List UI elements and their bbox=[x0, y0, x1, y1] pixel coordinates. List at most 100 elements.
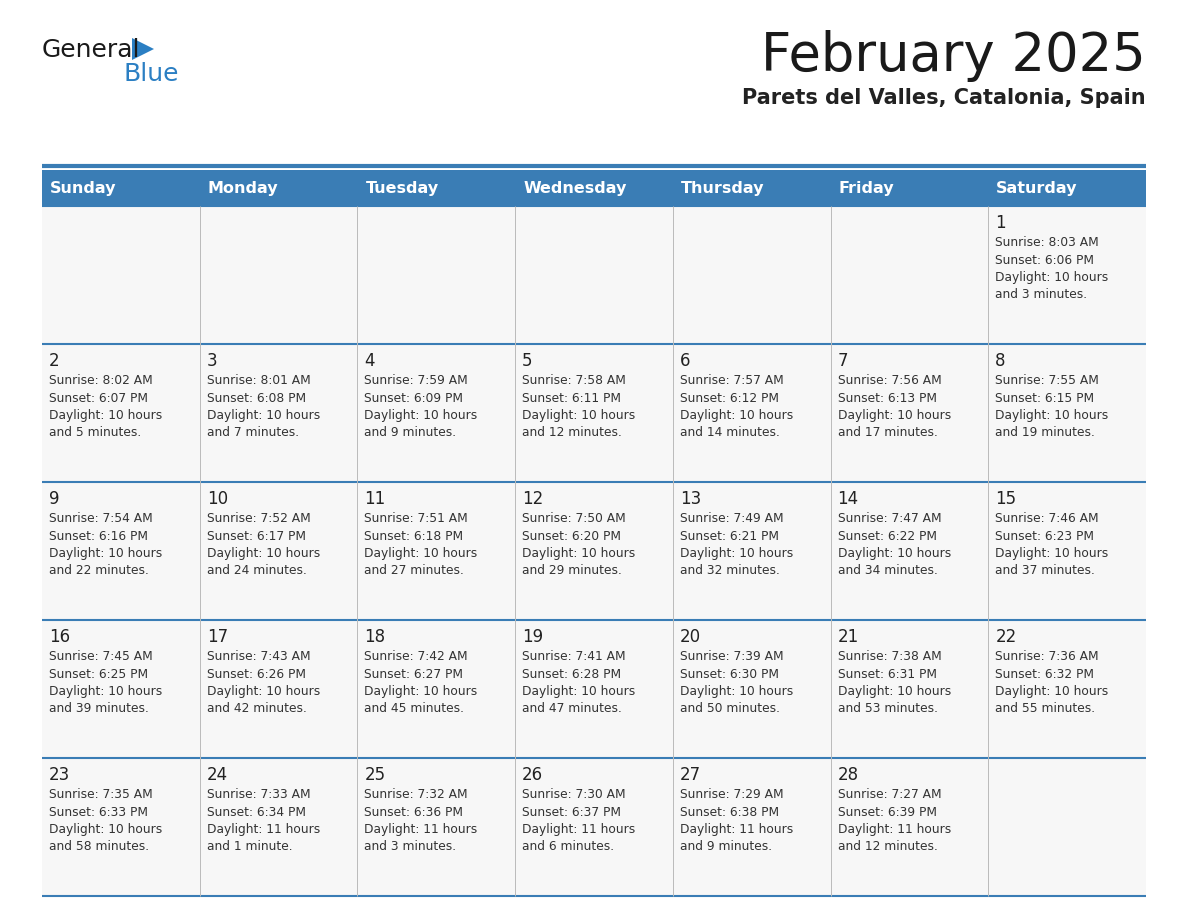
Text: 19: 19 bbox=[523, 628, 543, 646]
Text: Sunset: 6:17 PM: Sunset: 6:17 PM bbox=[207, 530, 305, 543]
Text: 9: 9 bbox=[49, 490, 59, 508]
Text: Daylight: 10 hours: Daylight: 10 hours bbox=[207, 685, 320, 698]
Text: Sunset: 6:27 PM: Sunset: 6:27 PM bbox=[365, 667, 463, 680]
Text: and 58 minutes.: and 58 minutes. bbox=[49, 841, 150, 854]
Text: and 1 minute.: and 1 minute. bbox=[207, 841, 292, 854]
Text: Daylight: 10 hours: Daylight: 10 hours bbox=[207, 409, 320, 422]
Text: Sunset: 6:38 PM: Sunset: 6:38 PM bbox=[680, 805, 779, 819]
Text: Saturday: Saturday bbox=[997, 181, 1078, 196]
Text: Sunrise: 7:45 AM: Sunrise: 7:45 AM bbox=[49, 650, 153, 663]
Text: Sunrise: 7:39 AM: Sunrise: 7:39 AM bbox=[680, 650, 783, 663]
Text: Sunrise: 8:03 AM: Sunrise: 8:03 AM bbox=[996, 236, 1099, 249]
Text: Sunset: 6:28 PM: Sunset: 6:28 PM bbox=[523, 667, 621, 680]
Text: Sunday: Sunday bbox=[50, 181, 116, 196]
Text: Wednesday: Wednesday bbox=[523, 181, 626, 196]
Bar bbox=[42, 482, 1146, 620]
Text: Monday: Monday bbox=[208, 181, 278, 196]
Text: 24: 24 bbox=[207, 766, 228, 784]
Text: Daylight: 11 hours: Daylight: 11 hours bbox=[523, 823, 636, 836]
Polygon shape bbox=[132, 38, 154, 60]
Text: 21: 21 bbox=[838, 628, 859, 646]
Text: Daylight: 10 hours: Daylight: 10 hours bbox=[523, 409, 636, 422]
Text: Sunset: 6:31 PM: Sunset: 6:31 PM bbox=[838, 667, 936, 680]
Text: and 42 minutes.: and 42 minutes. bbox=[207, 702, 307, 715]
Text: and 5 minutes.: and 5 minutes. bbox=[49, 427, 141, 440]
Text: Daylight: 10 hours: Daylight: 10 hours bbox=[49, 685, 163, 698]
Text: and 7 minutes.: and 7 minutes. bbox=[207, 427, 299, 440]
Text: Sunrise: 7:59 AM: Sunrise: 7:59 AM bbox=[365, 374, 468, 387]
Text: Sunrise: 7:43 AM: Sunrise: 7:43 AM bbox=[207, 650, 310, 663]
Text: Sunset: 6:37 PM: Sunset: 6:37 PM bbox=[523, 805, 621, 819]
Text: Sunset: 6:09 PM: Sunset: 6:09 PM bbox=[365, 391, 463, 405]
Bar bbox=[42, 344, 1146, 482]
Text: and 55 minutes.: and 55 minutes. bbox=[996, 702, 1095, 715]
Text: Sunset: 6:12 PM: Sunset: 6:12 PM bbox=[680, 391, 779, 405]
Text: and 14 minutes.: and 14 minutes. bbox=[680, 427, 779, 440]
Text: Sunrise: 8:01 AM: Sunrise: 8:01 AM bbox=[207, 374, 310, 387]
Text: Sunset: 6:18 PM: Sunset: 6:18 PM bbox=[365, 530, 463, 543]
Text: Sunrise: 8:02 AM: Sunrise: 8:02 AM bbox=[49, 374, 153, 387]
Text: Sunrise: 7:38 AM: Sunrise: 7:38 AM bbox=[838, 650, 941, 663]
Text: Daylight: 10 hours: Daylight: 10 hours bbox=[838, 685, 950, 698]
Text: Blue: Blue bbox=[124, 62, 179, 86]
Text: Sunset: 6:36 PM: Sunset: 6:36 PM bbox=[365, 805, 463, 819]
Text: Sunset: 6:11 PM: Sunset: 6:11 PM bbox=[523, 391, 621, 405]
Text: Sunrise: 7:58 AM: Sunrise: 7:58 AM bbox=[523, 374, 626, 387]
Text: Daylight: 10 hours: Daylight: 10 hours bbox=[365, 685, 478, 698]
Text: Friday: Friday bbox=[839, 181, 895, 196]
Text: Sunset: 6:22 PM: Sunset: 6:22 PM bbox=[838, 530, 936, 543]
Text: Sunset: 6:39 PM: Sunset: 6:39 PM bbox=[838, 805, 936, 819]
Text: Sunrise: 7:51 AM: Sunrise: 7:51 AM bbox=[365, 512, 468, 525]
Text: and 12 minutes.: and 12 minutes. bbox=[523, 427, 623, 440]
Text: and 47 minutes.: and 47 minutes. bbox=[523, 702, 623, 715]
Text: and 53 minutes.: and 53 minutes. bbox=[838, 702, 937, 715]
Text: 6: 6 bbox=[680, 352, 690, 370]
Text: 22: 22 bbox=[996, 628, 1017, 646]
Text: Sunset: 6:15 PM: Sunset: 6:15 PM bbox=[996, 391, 1094, 405]
Text: Sunrise: 7:35 AM: Sunrise: 7:35 AM bbox=[49, 788, 153, 801]
Text: Sunrise: 7:52 AM: Sunrise: 7:52 AM bbox=[207, 512, 310, 525]
Text: Daylight: 11 hours: Daylight: 11 hours bbox=[680, 823, 794, 836]
Text: Tuesday: Tuesday bbox=[366, 181, 438, 196]
Text: 5: 5 bbox=[523, 352, 532, 370]
Text: Sunrise: 7:54 AM: Sunrise: 7:54 AM bbox=[49, 512, 153, 525]
Text: Daylight: 10 hours: Daylight: 10 hours bbox=[996, 547, 1108, 560]
Text: Sunrise: 7:42 AM: Sunrise: 7:42 AM bbox=[365, 650, 468, 663]
Text: and 9 minutes.: and 9 minutes. bbox=[365, 427, 456, 440]
Text: Parets del Valles, Catalonia, Spain: Parets del Valles, Catalonia, Spain bbox=[742, 88, 1146, 108]
Text: Sunrise: 7:49 AM: Sunrise: 7:49 AM bbox=[680, 512, 783, 525]
Text: Daylight: 10 hours: Daylight: 10 hours bbox=[680, 685, 794, 698]
Text: 18: 18 bbox=[365, 628, 386, 646]
Text: Sunrise: 7:47 AM: Sunrise: 7:47 AM bbox=[838, 512, 941, 525]
Text: Sunrise: 7:30 AM: Sunrise: 7:30 AM bbox=[523, 788, 626, 801]
Text: 11: 11 bbox=[365, 490, 386, 508]
Text: 14: 14 bbox=[838, 490, 859, 508]
Text: and 17 minutes.: and 17 minutes. bbox=[838, 427, 937, 440]
Text: Daylight: 10 hours: Daylight: 10 hours bbox=[996, 271, 1108, 284]
Text: and 37 minutes.: and 37 minutes. bbox=[996, 565, 1095, 577]
Text: 4: 4 bbox=[365, 352, 375, 370]
Text: Sunrise: 7:41 AM: Sunrise: 7:41 AM bbox=[523, 650, 626, 663]
Text: and 39 minutes.: and 39 minutes. bbox=[49, 702, 148, 715]
Text: Daylight: 10 hours: Daylight: 10 hours bbox=[996, 409, 1108, 422]
Text: and 12 minutes.: and 12 minutes. bbox=[838, 841, 937, 854]
Text: Sunset: 6:06 PM: Sunset: 6:06 PM bbox=[996, 253, 1094, 266]
Text: 13: 13 bbox=[680, 490, 701, 508]
Text: Sunrise: 7:29 AM: Sunrise: 7:29 AM bbox=[680, 788, 783, 801]
Text: 27: 27 bbox=[680, 766, 701, 784]
Text: Sunrise: 7:46 AM: Sunrise: 7:46 AM bbox=[996, 512, 1099, 525]
Text: and 50 minutes.: and 50 minutes. bbox=[680, 702, 779, 715]
Text: 2: 2 bbox=[49, 352, 59, 370]
Text: Sunset: 6:21 PM: Sunset: 6:21 PM bbox=[680, 530, 779, 543]
Text: and 3 minutes.: and 3 minutes. bbox=[996, 288, 1087, 301]
Text: 10: 10 bbox=[207, 490, 228, 508]
Text: Sunset: 6:26 PM: Sunset: 6:26 PM bbox=[207, 667, 305, 680]
Text: 28: 28 bbox=[838, 766, 859, 784]
Bar bbox=[42, 620, 1146, 758]
Text: and 6 minutes.: and 6 minutes. bbox=[523, 841, 614, 854]
Text: Sunset: 6:25 PM: Sunset: 6:25 PM bbox=[49, 667, 148, 680]
Text: Daylight: 10 hours: Daylight: 10 hours bbox=[523, 685, 636, 698]
Text: Daylight: 10 hours: Daylight: 10 hours bbox=[523, 547, 636, 560]
Text: 15: 15 bbox=[996, 490, 1017, 508]
Text: Daylight: 11 hours: Daylight: 11 hours bbox=[838, 823, 950, 836]
